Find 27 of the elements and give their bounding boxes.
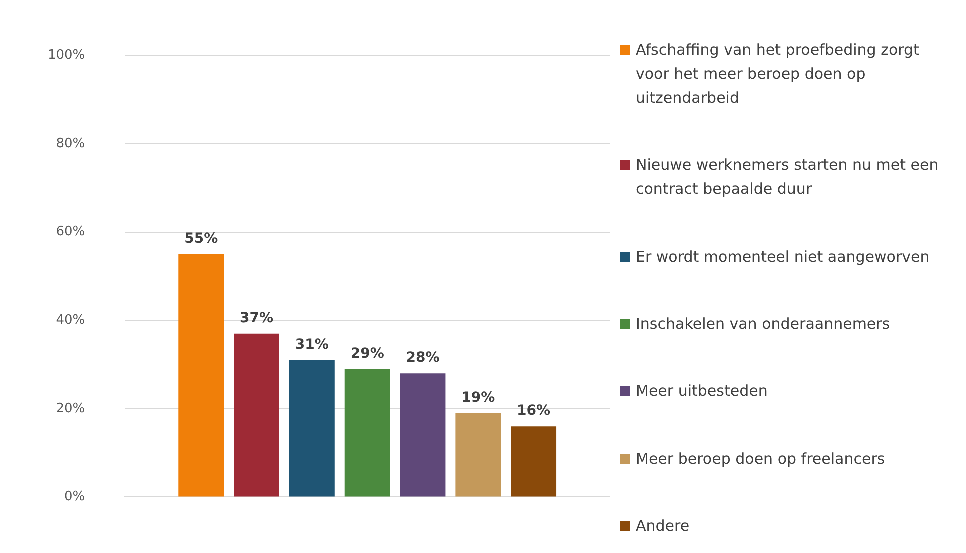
data-label: 28% xyxy=(406,350,440,366)
data-label: 55% xyxy=(184,231,218,248)
y-tick-label: 100% xyxy=(48,48,86,64)
data-label: 31% xyxy=(295,337,329,354)
data-label: 37% xyxy=(240,310,274,327)
y-tick-label: 40% xyxy=(56,313,86,328)
data-label: 19% xyxy=(462,390,496,406)
y-tick-label: 0% xyxy=(64,490,86,505)
y-tick-label: 60% xyxy=(56,224,86,240)
bar xyxy=(456,413,502,497)
bar xyxy=(234,334,280,497)
bar xyxy=(344,369,390,497)
legend-label: Andere xyxy=(636,516,690,537)
legend-label: Meer beroep doen op freelancers xyxy=(636,448,886,470)
bar xyxy=(289,360,335,497)
legend-label: Afschaffing van het proefbeding zorgt voor het meer beroep doen op uitzendarbeid xyxy=(636,40,920,109)
legend-label: Meer uitbesteden xyxy=(636,381,768,402)
bar xyxy=(511,426,557,497)
legend-label: Er wordt momenteel niet aangeworven xyxy=(636,246,930,268)
data-label: 29% xyxy=(350,346,384,362)
y-tick-label: 20% xyxy=(56,401,86,416)
data-label: 16% xyxy=(517,403,551,420)
legend-label: Nieuwe werknemers starten nu met een contract bepaalde duur xyxy=(636,155,940,200)
legend-label: Inschakelen van onderaannemers xyxy=(636,314,890,335)
bar xyxy=(400,374,446,497)
bar xyxy=(178,254,224,497)
y-tick-label: 80% xyxy=(56,136,86,152)
